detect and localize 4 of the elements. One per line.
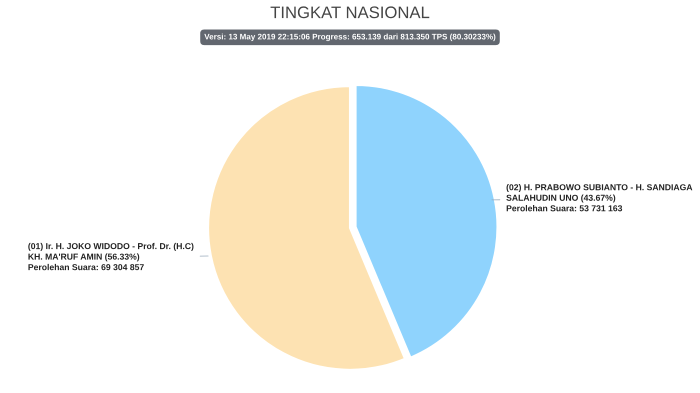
slice-label: (01) Ir. H. JOKO WIDODO - Prof. Dr. (H.C) KH. MA'RUF AMIN (56.33%) Perolehan Suara: 69 304 857 xyxy=(28,242,194,270)
chart-title: TINGKAT NASIONAL xyxy=(270,6,430,18)
chart-subtitle: Versi: 13 May 2019 22:15:06 Progress: 653.139 dari 813.350 TPS (80.30233%) xyxy=(204,34,496,42)
slice-label: (02) H. PRABOWO SUBIANTO - H. SANDIAGA SALAHUDIN UNO (43.67%) Perolehan Suara: 53 731 163 xyxy=(506,184,692,212)
